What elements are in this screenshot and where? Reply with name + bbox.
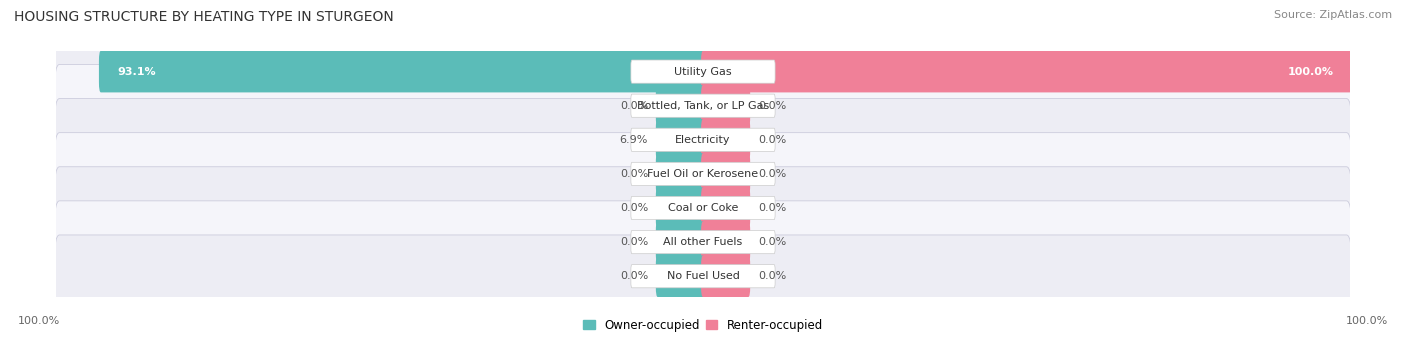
Text: 100.0%: 100.0% (1288, 66, 1334, 77)
FancyBboxPatch shape (55, 30, 1351, 113)
Text: HOUSING STRUCTURE BY HEATING TYPE IN STURGEON: HOUSING STRUCTURE BY HEATING TYPE IN STU… (14, 10, 394, 24)
FancyBboxPatch shape (655, 221, 704, 263)
Text: 0.0%: 0.0% (620, 169, 648, 179)
FancyBboxPatch shape (702, 187, 751, 229)
Text: 100.0%: 100.0% (18, 315, 60, 326)
FancyBboxPatch shape (631, 196, 775, 220)
FancyBboxPatch shape (702, 119, 751, 161)
Text: 0.0%: 0.0% (758, 203, 786, 213)
FancyBboxPatch shape (631, 60, 775, 83)
Text: 0.0%: 0.0% (758, 237, 786, 247)
FancyBboxPatch shape (655, 85, 704, 127)
Text: 100.0%: 100.0% (1346, 315, 1388, 326)
Text: 6.9%: 6.9% (620, 135, 648, 145)
Text: 0.0%: 0.0% (758, 271, 786, 281)
FancyBboxPatch shape (98, 51, 704, 92)
FancyBboxPatch shape (631, 162, 775, 186)
FancyBboxPatch shape (55, 133, 1351, 215)
FancyBboxPatch shape (655, 153, 704, 195)
FancyBboxPatch shape (655, 119, 704, 161)
FancyBboxPatch shape (702, 221, 751, 263)
Text: 0.0%: 0.0% (620, 271, 648, 281)
FancyBboxPatch shape (55, 99, 1351, 181)
Text: 0.0%: 0.0% (758, 135, 786, 145)
Text: 0.0%: 0.0% (620, 101, 648, 111)
Text: Utility Gas: Utility Gas (675, 66, 731, 77)
Text: 0.0%: 0.0% (620, 237, 648, 247)
FancyBboxPatch shape (631, 128, 775, 151)
FancyBboxPatch shape (55, 167, 1351, 249)
FancyBboxPatch shape (655, 255, 704, 297)
Text: Fuel Oil or Kerosene: Fuel Oil or Kerosene (647, 169, 759, 179)
FancyBboxPatch shape (631, 94, 775, 117)
FancyBboxPatch shape (702, 51, 1351, 92)
FancyBboxPatch shape (631, 231, 775, 254)
FancyBboxPatch shape (55, 201, 1351, 283)
FancyBboxPatch shape (55, 235, 1351, 317)
Text: Coal or Coke: Coal or Coke (668, 203, 738, 213)
FancyBboxPatch shape (702, 255, 751, 297)
Text: 0.0%: 0.0% (758, 169, 786, 179)
Text: All other Fuels: All other Fuels (664, 237, 742, 247)
FancyBboxPatch shape (702, 85, 751, 127)
Text: Bottled, Tank, or LP Gas: Bottled, Tank, or LP Gas (637, 101, 769, 111)
Text: No Fuel Used: No Fuel Used (666, 271, 740, 281)
Text: 93.1%: 93.1% (117, 66, 156, 77)
Text: 0.0%: 0.0% (620, 203, 648, 213)
Text: Electricity: Electricity (675, 135, 731, 145)
FancyBboxPatch shape (631, 265, 775, 288)
Text: Source: ZipAtlas.com: Source: ZipAtlas.com (1274, 10, 1392, 20)
FancyBboxPatch shape (55, 64, 1351, 147)
Legend: Owner-occupied, Renter-occupied: Owner-occupied, Renter-occupied (583, 319, 823, 332)
FancyBboxPatch shape (702, 153, 751, 195)
Text: 0.0%: 0.0% (758, 101, 786, 111)
FancyBboxPatch shape (655, 187, 704, 229)
